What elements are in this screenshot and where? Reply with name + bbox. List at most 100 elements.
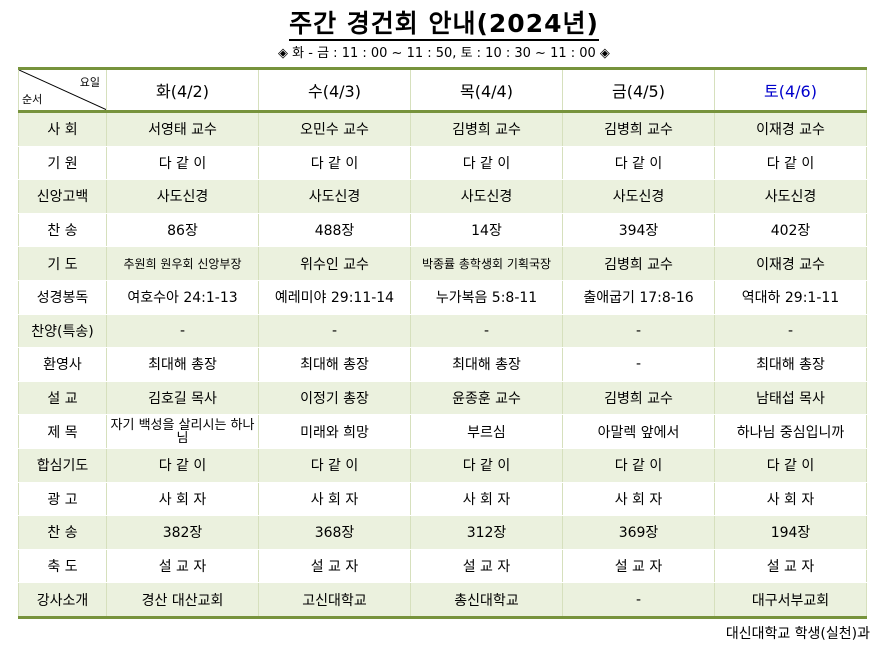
day-header: 목(4/4): [410, 67, 563, 113]
table-cell: 윤종훈 교수: [410, 381, 563, 416]
schedule-time: ◈ 화 - 금 : 11 : 00 ~ 11 : 50, 토 : 10 : 30…: [278, 46, 610, 61]
table-cell: 역대하 29:1-11: [714, 280, 867, 315]
table-row: 찬 송 382장 368장 312장 369장 194장: [18, 515, 867, 550]
table-cell: 사도신경: [562, 179, 715, 214]
title-text: 주간 경건회 안내(2024년): [289, 9, 599, 41]
table-cell: 다 같 이: [714, 146, 867, 181]
table-cell: 다 같 이: [106, 146, 259, 181]
table-cell: 최대해 총장: [410, 347, 563, 382]
table-cell: 대구서부교회: [714, 582, 867, 619]
table-cell: 368장: [258, 515, 411, 550]
department-footer: 대신대학교 학생(실천)과: [725, 626, 870, 642]
table-cell: 설 교 자: [714, 549, 867, 584]
table-row: 환영사 최대해 총장 최대해 총장 최대해 총장 - 최대해 총장: [18, 347, 867, 382]
table-cell: 14장: [410, 213, 563, 248]
row-label: 환영사: [18, 347, 107, 382]
table-cell: 설 교 자: [562, 549, 715, 584]
table-cell: 194장: [714, 515, 867, 550]
table-cell: 488장: [258, 213, 411, 248]
table-cell: -: [410, 314, 563, 349]
table-cell: 394장: [562, 213, 715, 248]
row-label: 설 교: [18, 381, 107, 416]
corner-day-label: 요일: [79, 76, 100, 89]
table-cell: 자기 백성을 살리시는 하나님: [106, 414, 259, 449]
corner-cell: 요일 순서: [18, 67, 107, 113]
table-cell: 이재경 교수: [714, 111, 867, 147]
table-cell: -: [714, 314, 867, 349]
row-label: 사 회: [18, 111, 107, 147]
table-row: 기 도 추원희 원우회 신앙부장 위수인 교수 박종률 총학생회 기획국장 김병희 교수…: [18, 246, 867, 281]
table-cell: -: [562, 347, 715, 382]
table-cell: 경산 대산교회: [106, 582, 259, 619]
table-cell: 사 회 자: [714, 482, 867, 517]
table-cell: 다 같 이: [562, 448, 715, 483]
table-cell: 사 회 자: [106, 482, 259, 517]
table-cell: 추원희 원우회 신앙부장: [106, 246, 259, 281]
table-cell: 오민수 교수: [258, 111, 411, 147]
row-label: 기 도: [18, 246, 107, 281]
table-cell: 미래와 희망: [258, 414, 411, 449]
table-cell: 김병희 교수: [410, 111, 563, 147]
day-header: 금(4/5): [562, 67, 715, 113]
table-cell: 예레미야 29:11-14: [258, 280, 411, 315]
table-cell: 402장: [714, 213, 867, 248]
schedule-table: 요일 순서 화(4/2) 수(4/3) 목(4/4) 금(4/5) 토(4/6)…: [18, 67, 867, 619]
table-row: 찬 송 86장 488장 14장 394장 402장: [18, 213, 867, 248]
table-cell: 사 회 자: [562, 482, 715, 517]
table-cell: 다 같 이: [258, 448, 411, 483]
table-cell: 86장: [106, 213, 259, 248]
row-label: 광 고: [18, 482, 107, 517]
table-cell: 다 같 이: [714, 448, 867, 483]
table-cell: 이재경 교수: [714, 246, 867, 281]
table-row: 신앙고백 사도신경 사도신경 사도신경 사도신경 사도신경: [18, 179, 867, 214]
table-cell: 김호길 목사: [106, 381, 259, 416]
table-cell: 382장: [106, 515, 259, 550]
corner-order-label: 순서: [22, 93, 43, 106]
row-label: 찬양(특송): [18, 314, 107, 349]
row-label: 찬 송: [18, 515, 107, 550]
table-cell: 김병희 교수: [562, 381, 715, 416]
table-cell: 고신대학교: [258, 582, 411, 619]
row-label: 찬 송: [18, 213, 107, 248]
table-row: 설 교 김호길 목사 이정기 총장 윤종훈 교수 김병희 교수 남태섭 목사: [18, 381, 867, 416]
table-cell: 312장: [410, 515, 563, 550]
table-cell: 설 교 자: [410, 549, 563, 584]
table-row: 성경봉독 여호수아 24:1-13 예레미야 29:11-14 누가복음 5:8-11…: [18, 280, 867, 315]
diagonal-line: [21, 71, 105, 109]
row-label: 합심기도: [18, 448, 107, 483]
row-label: 제 목: [18, 414, 107, 449]
table-row: 사 회 서영태 교수 오민수 교수 김병희 교수 김병희 교수 이재경 교수: [18, 111, 867, 147]
table-cell: 출애굽기 17:8-16: [562, 280, 715, 315]
table-cell: 최대해 총장: [258, 347, 411, 382]
table-cell: -: [562, 314, 715, 349]
table-cell: 누가복음 5:8-11: [410, 280, 563, 315]
header-row: 요일 순서 화(4/2) 수(4/3) 목(4/4) 금(4/5) 토(4/6): [18, 67, 867, 113]
table-cell: 남태섭 목사: [714, 381, 867, 416]
table-cell: 김병희 교수: [562, 246, 715, 281]
table-cell: 사도신경: [106, 179, 259, 214]
table-cell: -: [562, 582, 715, 619]
table-cell: 아말렉 앞에서: [562, 414, 715, 449]
table-cell: 사도신경: [410, 179, 563, 214]
table-cell: 위수인 교수: [258, 246, 411, 281]
row-label: 기 원: [18, 146, 107, 181]
table-cell: 서영태 교수: [106, 111, 259, 147]
table-cell: 설 교 자: [106, 549, 259, 584]
table-cell: 박종률 총학생회 기획국장: [410, 246, 563, 281]
table-cell: 다 같 이: [410, 448, 563, 483]
day-header: 수(4/3): [258, 67, 411, 113]
table-cell: 하나님 중심입니까: [714, 414, 867, 449]
day-header: 토(4/6): [714, 67, 867, 113]
table-cell: -: [258, 314, 411, 349]
table-cell: 다 같 이: [410, 146, 563, 181]
row-label: 강사소개: [18, 582, 107, 619]
table-cell: 다 같 이: [106, 448, 259, 483]
row-label: 성경봉독: [18, 280, 107, 315]
table-cell: 김병희 교수: [562, 111, 715, 147]
table-cell: 설 교 자: [258, 549, 411, 584]
table-cell: 부르심: [410, 414, 563, 449]
day-header: 화(4/2): [106, 67, 259, 113]
